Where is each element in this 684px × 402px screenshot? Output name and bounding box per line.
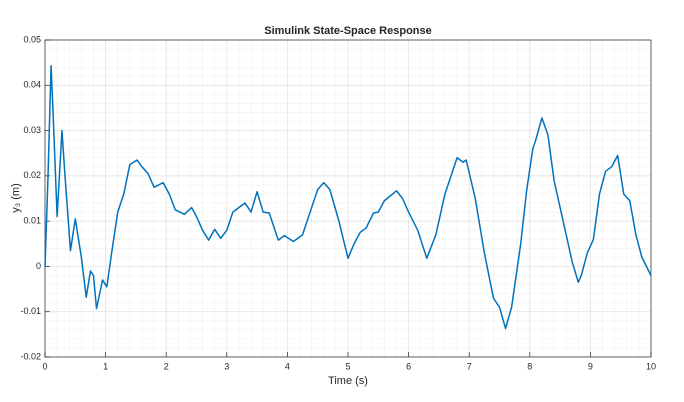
y-tick-label: 0 xyxy=(36,261,41,271)
x-tick-label: 8 xyxy=(527,361,532,371)
x-axis-label: Time (s) xyxy=(328,375,368,387)
y-tick-label: 0.05 xyxy=(23,34,41,44)
axes-box xyxy=(44,39,652,358)
y-tick-label: 0.04 xyxy=(23,80,41,90)
x-tick-label: 3 xyxy=(224,361,229,371)
x-tick-label: 4 xyxy=(285,361,290,371)
x-tick-label: 7 xyxy=(467,361,472,371)
x-tick-label: 1 xyxy=(103,361,108,371)
x-tick-label: 2 xyxy=(164,361,169,371)
x-tick-label: 10 xyxy=(646,361,656,371)
x-tick-label: 0 xyxy=(42,361,47,371)
y-tick-label: 0.03 xyxy=(23,125,41,135)
y-tick-label: -0.02 xyxy=(20,351,41,361)
x-tick-label: 6 xyxy=(406,361,411,371)
y-tick-label: 0.02 xyxy=(23,170,41,180)
y-tick-label: 0.01 xyxy=(23,216,41,226)
x-tick-label: 9 xyxy=(588,361,593,371)
x-tick-label: 5 xyxy=(345,361,350,371)
y-axis-label: y₃ (m) xyxy=(10,183,22,213)
data-line xyxy=(44,65,652,330)
y-tick-label: -0.01 xyxy=(20,306,41,316)
chart-title: Simulink State-Space Response xyxy=(264,25,432,37)
